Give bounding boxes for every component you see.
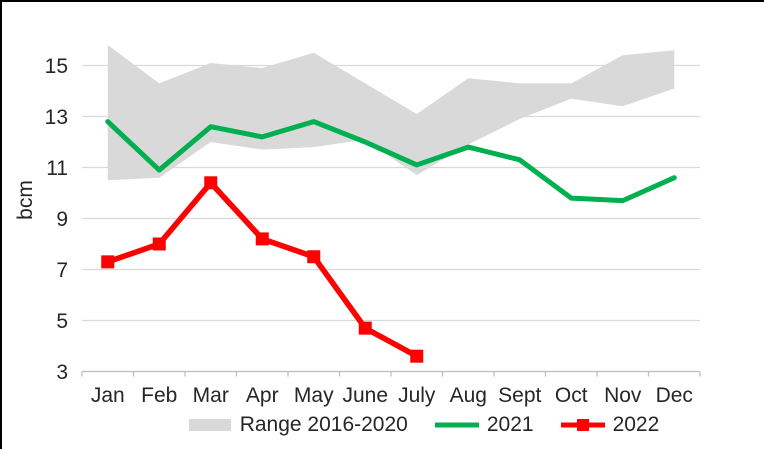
x-tick-label: Aug: [450, 384, 487, 407]
x-tick-label: Feb: [141, 384, 177, 407]
line-2021: [105, 119, 677, 204]
legend-swatch-band: [188, 419, 231, 431]
legend-marker-swatch: [576, 419, 589, 431]
legend: Range 2016-2020 2021 2022: [82, 413, 764, 437]
y-tick-label: 5: [56, 310, 68, 333]
legend-item-2022: 2022: [560, 413, 660, 437]
band-range-2016-2020: [107, 45, 675, 181]
x-tick-label: Nov: [604, 384, 642, 407]
y-tick-label: 7: [56, 259, 68, 282]
x-tick-label: Apr: [246, 384, 279, 407]
x-tick-label: June: [342, 384, 388, 407]
marker-2022: [255, 232, 269, 246]
marker-2022: [410, 349, 424, 363]
x-tick-label: Dec: [656, 384, 693, 407]
marker-2022: [101, 255, 115, 269]
y-tick-label: 3: [56, 361, 68, 384]
x-tick-label: July: [398, 384, 436, 407]
legend-item-range-2016-2020: Range 2016-2020: [187, 413, 408, 437]
legend-swatch-line: [434, 422, 479, 428]
y-tick-label: 11: [46, 157, 68, 180]
marker-2022: [307, 250, 321, 264]
marker-2022: [358, 321, 372, 335]
x-tick-label: Sept: [498, 384, 541, 407]
legend-band-swatch: [188, 419, 231, 431]
marker-2022: [152, 237, 166, 251]
x-tick-label: May: [294, 384, 334, 407]
legend-label: 2021: [486, 413, 534, 436]
y-tick-label: 13: [45, 106, 68, 129]
legend-label: Range 2016-2020: [239, 413, 408, 436]
y-tick-label: 9: [56, 208, 68, 231]
x-tick-label: Oct: [555, 384, 588, 407]
legend-swatch-line-marker: [560, 419, 605, 431]
x-tick-label: Mar: [193, 384, 229, 407]
legend-label: 2022: [612, 413, 660, 436]
marker-2022: [204, 176, 218, 190]
y-tick-label: 15: [45, 55, 68, 78]
x-tick-label: Jan: [91, 384, 125, 407]
legend-item-2021: 2021: [434, 413, 534, 437]
